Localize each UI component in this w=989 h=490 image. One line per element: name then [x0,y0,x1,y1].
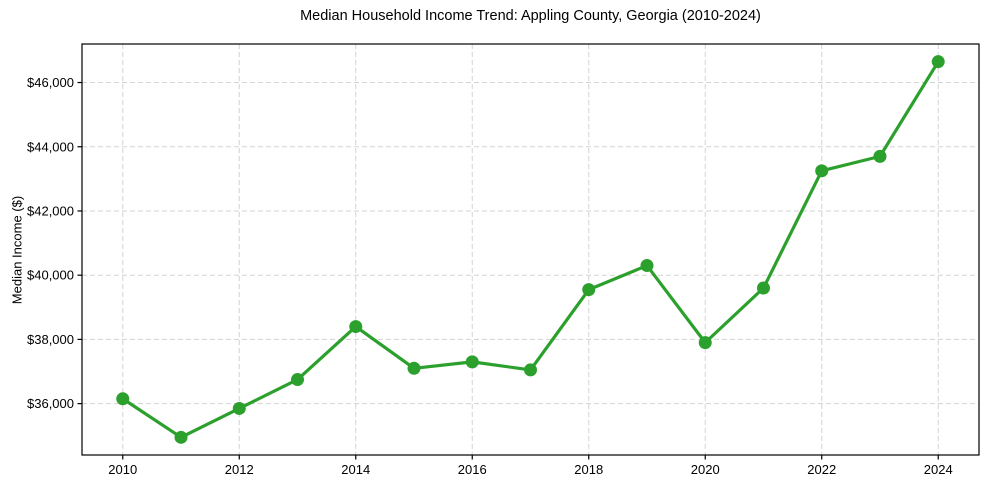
plot-frame [81,43,980,456]
data-point [116,392,130,406]
data-point [407,361,421,375]
x-tick-label: 2010 [108,462,137,477]
data-line [121,60,940,439]
x-tick-label: 2024 [924,462,953,477]
data-point [349,320,363,334]
y-tick-label: $40,000 [27,268,74,283]
data-point [931,55,945,69]
data-point [465,355,479,369]
data-point [524,363,537,377]
data-point [582,283,596,297]
chart-title: Median Household Income Trend: Appling C… [300,8,761,24]
y-tick-label: $42,000 [27,203,74,218]
x-tick-label: 2022 [807,462,836,477]
data-point [291,373,305,387]
x-tick-label: 2018 [574,462,603,477]
y-tick-label: $36,000 [27,396,74,411]
data-point [698,336,712,350]
y-tick-label: $46,000 [27,75,74,90]
data-point [756,281,770,295]
data-point [232,401,246,415]
data-point [640,259,654,273]
y-tick-label: $44,000 [27,139,74,154]
data-point [815,164,829,178]
x-tick-label: 2012 [225,462,254,477]
x-tick-label: 2016 [458,462,487,477]
data-point [873,149,887,163]
y-tick-label: $38,000 [27,332,74,347]
x-tick-label: 2014 [341,462,370,477]
data-point [174,430,188,444]
x-tick-label: 2020 [691,462,720,477]
